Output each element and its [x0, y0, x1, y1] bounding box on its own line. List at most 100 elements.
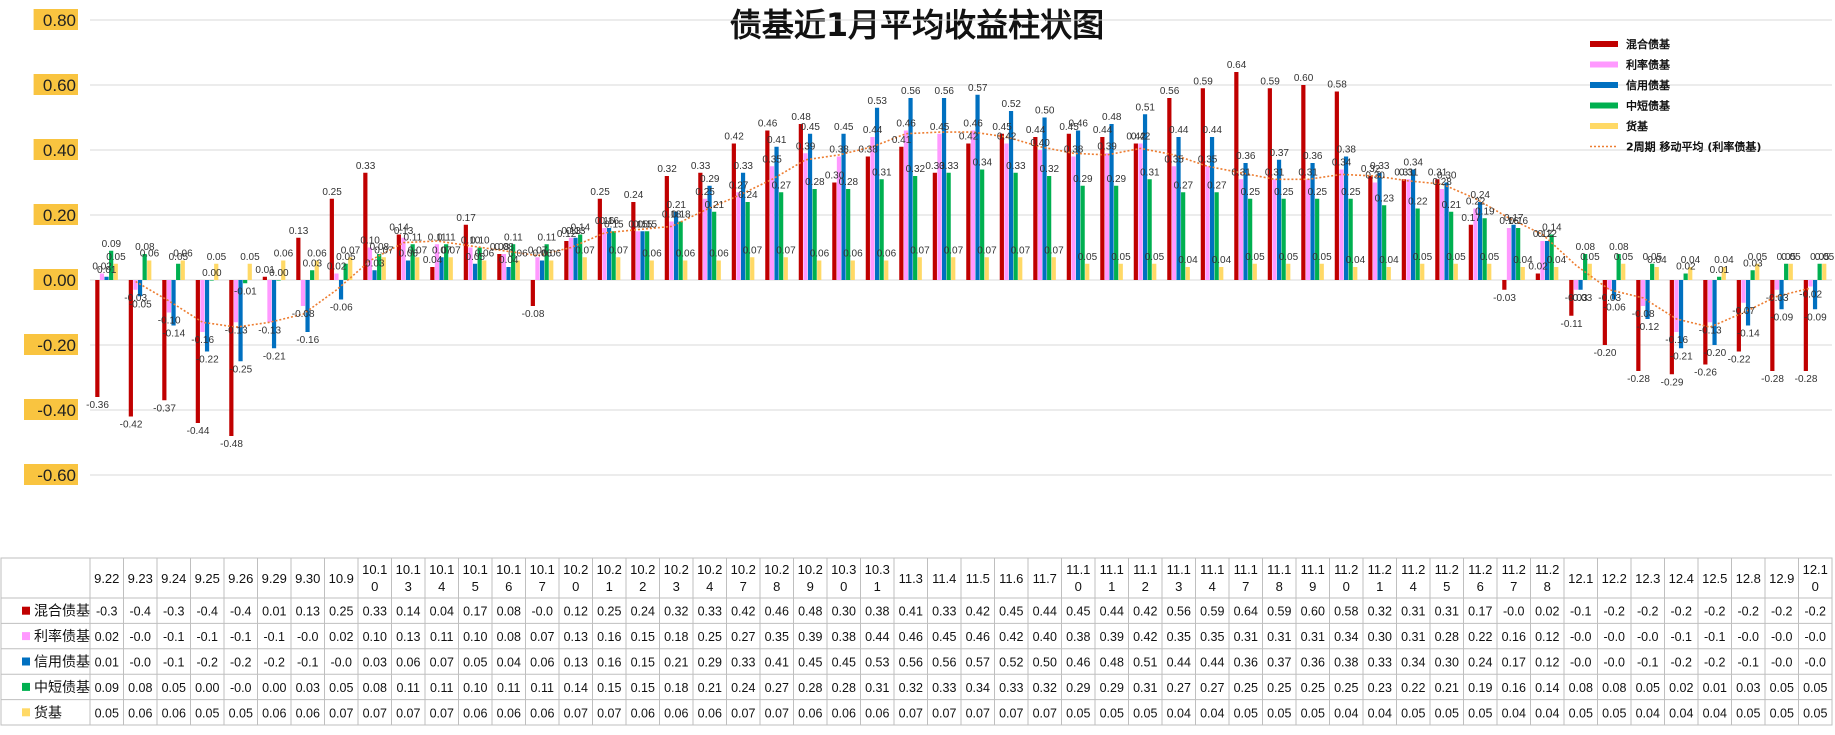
bar	[1004, 143, 1009, 280]
bar	[740, 172, 746, 280]
table-cell: 0.60	[1301, 605, 1325, 619]
bar	[1386, 267, 1391, 280]
bar	[1587, 263, 1592, 280]
data-label: 0.05	[1748, 252, 1768, 263]
bar	[166, 280, 172, 313]
x-category-label: 12.3	[1635, 571, 1660, 586]
table-cell: 0.42	[966, 605, 990, 619]
table-cell: 0.35	[1200, 630, 1224, 644]
x-category-label: 4	[438, 579, 445, 594]
bar	[1401, 179, 1406, 280]
table-cell: 0.06	[530, 706, 554, 720]
table-cell: 0.07	[899, 706, 923, 720]
table-cell: 0.27	[1167, 681, 1191, 695]
data-label: 0.21	[667, 200, 687, 211]
y-tick-label: 0.40	[43, 141, 76, 160]
bar	[1013, 172, 1018, 280]
bar	[779, 192, 784, 280]
table-cell: 0.01	[1703, 681, 1727, 695]
table-cell: -0.4	[129, 605, 151, 619]
table-cell: 0.44	[865, 630, 889, 644]
table-cell: 0.05	[1602, 706, 1626, 720]
table-cell: 0.15	[631, 681, 655, 695]
bar	[1109, 124, 1114, 280]
data-label: 0.12	[557, 229, 577, 240]
chart-title: 债基近1月平均收益柱状图	[730, 6, 1104, 44]
data-label: 0.05	[1245, 252, 1265, 263]
bar	[535, 257, 540, 280]
table-cell: -0.2	[1637, 605, 1659, 619]
bar	[1406, 179, 1411, 280]
table-cell: -0.0	[1570, 630, 1592, 644]
data-label: 0.08	[135, 242, 155, 253]
data-label: 0.34	[1404, 158, 1424, 169]
data-label: 0.16	[600, 216, 620, 227]
bar	[1133, 143, 1138, 280]
bar	[1502, 280, 1507, 290]
bar	[1717, 276, 1722, 280]
legend-swatch	[1590, 41, 1618, 47]
table-cell: 0.06	[262, 706, 286, 720]
table-cell: 0.02	[1535, 605, 1559, 619]
table-cell: 0.06	[463, 706, 487, 720]
bar	[171, 280, 176, 326]
x-category-label: 11.2	[1468, 562, 1492, 577]
data-label: -0.03	[1565, 293, 1588, 304]
bar	[616, 257, 621, 280]
data-label: 0.11	[504, 232, 523, 243]
bar	[1444, 182, 1449, 280]
table-cell: -0.1	[230, 630, 252, 644]
bar	[497, 254, 502, 280]
bar	[841, 133, 846, 280]
table-cell: 0.32	[664, 605, 688, 619]
table-cell: -0.1	[1570, 605, 1592, 619]
table-cell: 0.08	[1602, 681, 1626, 695]
data-label: 0.35	[1164, 154, 1184, 165]
x-category-label: 10.3	[831, 562, 856, 577]
data-label: 0.14	[571, 223, 591, 234]
table-cell: 0.10	[463, 630, 487, 644]
bar	[884, 260, 889, 280]
data-label: 0.08	[494, 242, 514, 253]
table-cell: -0.2	[1737, 605, 1759, 619]
data-label: -0.03	[1598, 293, 1621, 304]
data-label: 0.41	[767, 135, 787, 146]
y-tick-label: 0.80	[43, 11, 76, 30]
bar	[1473, 208, 1478, 280]
data-label: 0.06	[274, 249, 294, 260]
table-cell: 0.04	[1535, 706, 1559, 720]
bar	[472, 263, 478, 280]
bar	[999, 133, 1004, 280]
data-label: 0.30	[1437, 171, 1457, 182]
bar	[1033, 137, 1038, 280]
bar	[1678, 280, 1684, 349]
table-cell: 0.05	[1770, 681, 1794, 695]
table-cell: 0.04	[1636, 706, 1660, 720]
table-cell: -0.2	[1771, 605, 1793, 619]
bar	[908, 98, 913, 280]
y-tick-highlight	[24, 399, 78, 420]
table-cell: 0.42	[1133, 630, 1157, 644]
bar	[1487, 263, 1492, 280]
bar	[1770, 280, 1775, 371]
data-label: 0.23	[1375, 193, 1395, 204]
table-cell: 0.11	[531, 681, 554, 695]
table-cell: -0.0	[1737, 630, 1759, 644]
table-cell: 0.45	[832, 656, 856, 670]
bar	[214, 263, 219, 280]
x-category-label: 11.1	[1200, 562, 1224, 577]
bar	[209, 280, 214, 281]
table-cell: 0.13	[296, 605, 320, 619]
data-label: 0.33	[734, 161, 754, 172]
data-label: 0.15	[604, 219, 624, 230]
table-cell: -0.1	[163, 630, 185, 644]
bar	[1640, 280, 1646, 306]
data-label: 0.27	[1207, 180, 1227, 191]
bar	[1607, 280, 1612, 290]
data-label: 0.14	[389, 223, 409, 234]
table-cell: 0.56	[932, 656, 956, 670]
data-label: 0.36	[1236, 151, 1256, 162]
x-category-label: 10.1	[362, 562, 387, 577]
bar	[980, 169, 985, 280]
bar	[329, 198, 334, 280]
